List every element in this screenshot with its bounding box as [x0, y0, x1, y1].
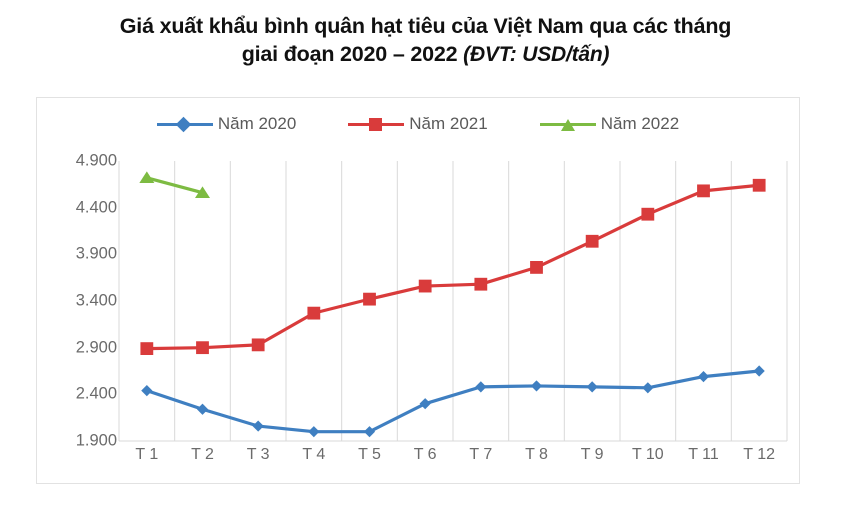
legend-label-2020: Năm 2020 — [217, 114, 297, 133]
page-title: Giá xuất khẩu bình quân hạt tiêu của Việ… — [0, 12, 851, 69]
x-axis-tick-label: T 1 — [135, 446, 159, 463]
data-point-năm-2022-T2 — [195, 186, 210, 198]
x-axis-tick-label: T 2 — [191, 446, 214, 463]
title-unit: (ĐVT: USD/tấn) — [463, 43, 610, 67]
y-axis-tick-label: 4.900 — [75, 151, 117, 170]
legend-item-2022[interactable]: Năm 2022 — [539, 114, 680, 134]
data-point-năm-2021-T5 — [363, 292, 376, 306]
series-line-năm-2021 — [145, 183, 761, 351]
x-axis-tick-label: T 11 — [688, 446, 719, 463]
data-point-năm-2021-T3 — [251, 338, 265, 352]
data-point-năm-2020-T4 — [308, 426, 320, 438]
data-point-năm-2021-T1 — [140, 342, 154, 355]
y-axis-tick-label: 3.900 — [75, 244, 117, 263]
data-point-năm-2021-T4 — [307, 306, 321, 320]
data-point-năm-2021-T9 — [585, 234, 599, 248]
y-axis-labels: 1.900 2.400 2.900 3.400 3.900 4.400 4.900 — [73, 152, 117, 450]
diamond-marker-icon — [175, 116, 192, 132]
y-axis-tick-label: 4.400 — [75, 198, 117, 217]
title-line-1: Giá xuất khẩu bình quân hạt tiêu của Việ… — [119, 14, 732, 38]
data-point-năm-2021-T2 — [196, 341, 209, 355]
x-axis-tick-label: T 4 — [302, 446, 326, 463]
triangle-marker-icon — [560, 119, 575, 131]
data-point-năm-2020-T10 — [642, 382, 654, 394]
data-point-năm-2020-T8 — [530, 380, 543, 392]
y-axis-tick-label: 2.900 — [75, 338, 117, 357]
title-line-2: giai đoạn 2020 – 2022 (ĐVT: USD/tấn) — [0, 40, 851, 69]
data-point-năm-2020-T5 — [363, 426, 376, 438]
data-point-năm-2020-T6 — [419, 398, 431, 410]
legend-swatch-2022 — [539, 117, 596, 131]
y-axis-tick-label: 2.400 — [75, 384, 117, 403]
data-point-năm-2020-T3 — [252, 420, 264, 432]
legend-label-2021: Năm 2021 — [409, 114, 488, 133]
legend-label-2022: Năm 2022 — [600, 114, 680, 133]
data-point-năm-2021-T11 — [697, 184, 710, 198]
data-point-năm-2021-T10 — [641, 207, 655, 221]
x-axis-tick-label: T 8 — [525, 446, 548, 463]
series-line-năm-2022 — [145, 176, 205, 195]
x-axis-tick-label: T 3 — [246, 446, 270, 463]
chart-container: Năm 2020 Năm 2021 Năm 2022 1.900 2.400 2.9… — [36, 97, 800, 484]
x-axis-tick-label: T 6 — [413, 446, 437, 463]
x-axis-labels: T 1 T 2 T 3 T 4 T 5 T 6 T 7 T 8 T 9 T 10 T 11 T 12 — [119, 446, 787, 472]
data-point-năm-2020-T1 — [141, 385, 153, 397]
title-line-2-text: giai đoạn 2020 – 2022 — [241, 42, 458, 67]
plot-area — [118, 161, 788, 442]
legend-item-2020[interactable]: Năm 2020 — [156, 114, 297, 134]
x-axis-tick-label: T 7 — [469, 446, 493, 463]
data-point-năm-2020-T2 — [196, 403, 209, 415]
x-axis-tick-label: T 12 — [743, 446, 776, 463]
chart-legend: Năm 2020 Năm 2021 Năm 2022 — [37, 114, 799, 134]
square-marker-icon — [369, 117, 383, 131]
y-axis-tick-label: 1.900 — [75, 431, 117, 450]
y-axis-tick-label: 3.400 — [75, 291, 117, 310]
data-point-năm-2020-T9 — [586, 381, 598, 393]
legend-swatch-2021 — [348, 117, 405, 131]
data-point-năm-2021-T8 — [530, 261, 543, 274]
x-axis-tick-label: T 10 — [631, 446, 664, 463]
x-axis-tick-label: T 9 — [580, 446, 604, 463]
x-axis-tick-label: T 5 — [358, 446, 381, 463]
data-point-năm-2020-T12 — [753, 365, 765, 377]
legend-item-2021[interactable]: Năm 2021 — [348, 114, 488, 134]
chart-plot-svg — [118, 161, 788, 442]
series-line-năm-2020 — [145, 369, 761, 434]
data-point-năm-2020-T11 — [697, 371, 710, 383]
legend-swatch-2020 — [156, 116, 213, 132]
data-point-năm-2021-T7 — [474, 277, 488, 291]
data-point-năm-2022-T1 — [139, 171, 155, 184]
data-point-năm-2021-T6 — [418, 279, 432, 293]
data-point-năm-2021-T12 — [752, 178, 766, 192]
data-point-năm-2020-T7 — [475, 381, 487, 393]
